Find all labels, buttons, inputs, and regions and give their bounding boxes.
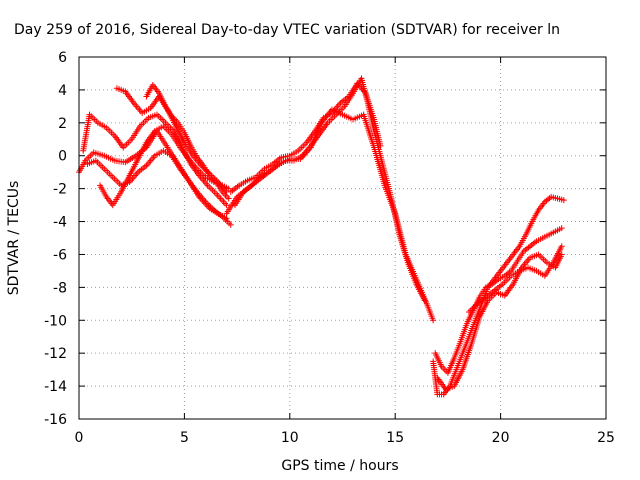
- y-tick-label: 2: [58, 116, 67, 132]
- y-tick-label: -6: [53, 247, 67, 263]
- x-tick-label: 25: [597, 430, 615, 446]
- y-tick-label: -14: [44, 379, 67, 395]
- data-point: [223, 202, 230, 209]
- series-8: [231, 75, 428, 304]
- y-tick-label: -16: [44, 412, 67, 428]
- data-point: [560, 197, 567, 204]
- series-9: [430, 193, 567, 398]
- y-tick-label: -4: [53, 215, 67, 231]
- data-point: [421, 297, 428, 304]
- y-axis-label: SDTVAR / TECUs: [6, 181, 22, 296]
- data-point: [558, 225, 565, 232]
- series-12: [465, 243, 565, 316]
- series-2: [84, 147, 234, 228]
- chart-title: Day 259 of 2016, Sidereal Day-to-day VTE…: [14, 22, 560, 38]
- data-point: [225, 195, 232, 202]
- y-tick-label: 0: [58, 149, 67, 165]
- data-point: [558, 243, 565, 250]
- y-tick-label: -8: [53, 280, 67, 296]
- y-tick-label: -2: [53, 182, 67, 198]
- y-tick-label: -10: [44, 313, 67, 329]
- series-1: [80, 111, 230, 209]
- grid: [79, 57, 606, 419]
- data-point: [227, 221, 234, 228]
- x-tick-label: 5: [180, 430, 189, 446]
- plot-frame: [78, 56, 607, 420]
- y-tick-label: -12: [44, 346, 67, 362]
- series-0: [76, 128, 230, 222]
- x-tick-label: 15: [386, 430, 404, 446]
- series-5: [143, 81, 232, 202]
- data-point: [558, 251, 565, 258]
- x-tick-label: 20: [492, 430, 510, 446]
- series-7: [227, 80, 384, 195]
- data-points: [76, 75, 567, 398]
- x-axis-label: GPS time / hours: [281, 458, 398, 474]
- series-10: [432, 225, 565, 376]
- x-tick-label: 0: [75, 430, 84, 446]
- y-tick-label: 6: [58, 50, 67, 66]
- data-point: [430, 317, 437, 324]
- x-tick-label: 10: [281, 430, 299, 446]
- series-3: [97, 123, 232, 209]
- y-tick-label: 4: [58, 83, 67, 99]
- series-6: [223, 106, 437, 324]
